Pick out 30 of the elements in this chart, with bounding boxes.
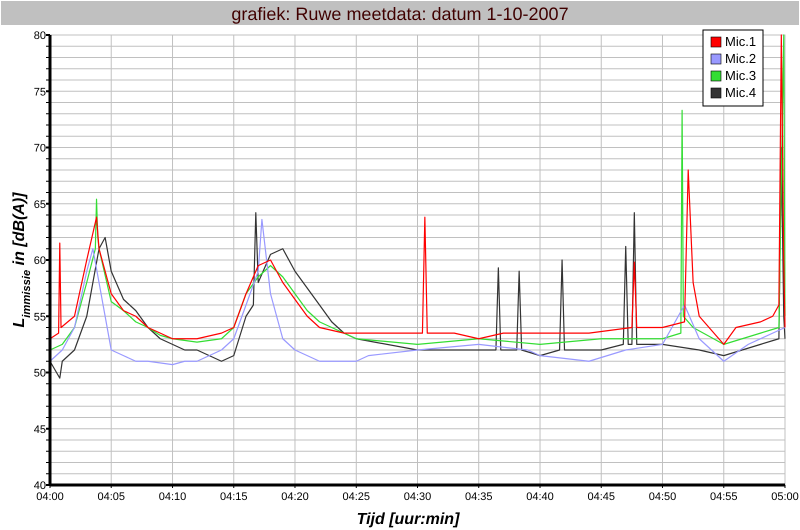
x-tick-label: 04:30 xyxy=(404,491,432,503)
legend-label: Mic.4 xyxy=(725,85,756,100)
legend-label: Mic.1 xyxy=(725,34,756,49)
y-tick-label: 75 xyxy=(34,86,46,98)
x-tick-label: 04:50 xyxy=(648,491,676,503)
x-tick-label: 04:10 xyxy=(158,491,186,503)
line-series xyxy=(49,218,786,366)
x-tick-label: 04:15 xyxy=(220,491,248,503)
x-axis-title: Tijd [uur:min] xyxy=(356,511,460,528)
legend-label: Mic.3 xyxy=(725,68,756,83)
x-tick-label: 04:40 xyxy=(526,491,554,503)
x-tick-label: 04:25 xyxy=(342,491,370,503)
x-tick-label: 04:55 xyxy=(710,491,738,503)
y-tick-label: 45 xyxy=(34,424,46,436)
y-tick-label: 70 xyxy=(34,142,46,154)
chart-title: grafiek: Ruwe meetdata: datum 1-10-2007 xyxy=(231,4,569,24)
x-tick-label: 04:20 xyxy=(281,491,309,503)
y-tick-label: 50 xyxy=(34,368,46,380)
line-series xyxy=(49,146,786,379)
y-tick-label: 65 xyxy=(34,198,46,211)
x-tick-label: 04:00 xyxy=(36,491,64,503)
y-tick-label: 40 xyxy=(34,480,46,492)
x-tick-label: 05:00 xyxy=(771,491,799,503)
x-tick-label: 04:05 xyxy=(97,491,125,503)
legend-label: Mic.2 xyxy=(725,51,756,66)
y-tick-label: 60 xyxy=(34,255,46,267)
x-tick-label: 04:45 xyxy=(587,491,616,503)
y-tick-label: 80 xyxy=(34,30,46,42)
y-tick-label: 55 xyxy=(34,311,46,324)
x-tick-label: 04:35 xyxy=(464,491,492,503)
